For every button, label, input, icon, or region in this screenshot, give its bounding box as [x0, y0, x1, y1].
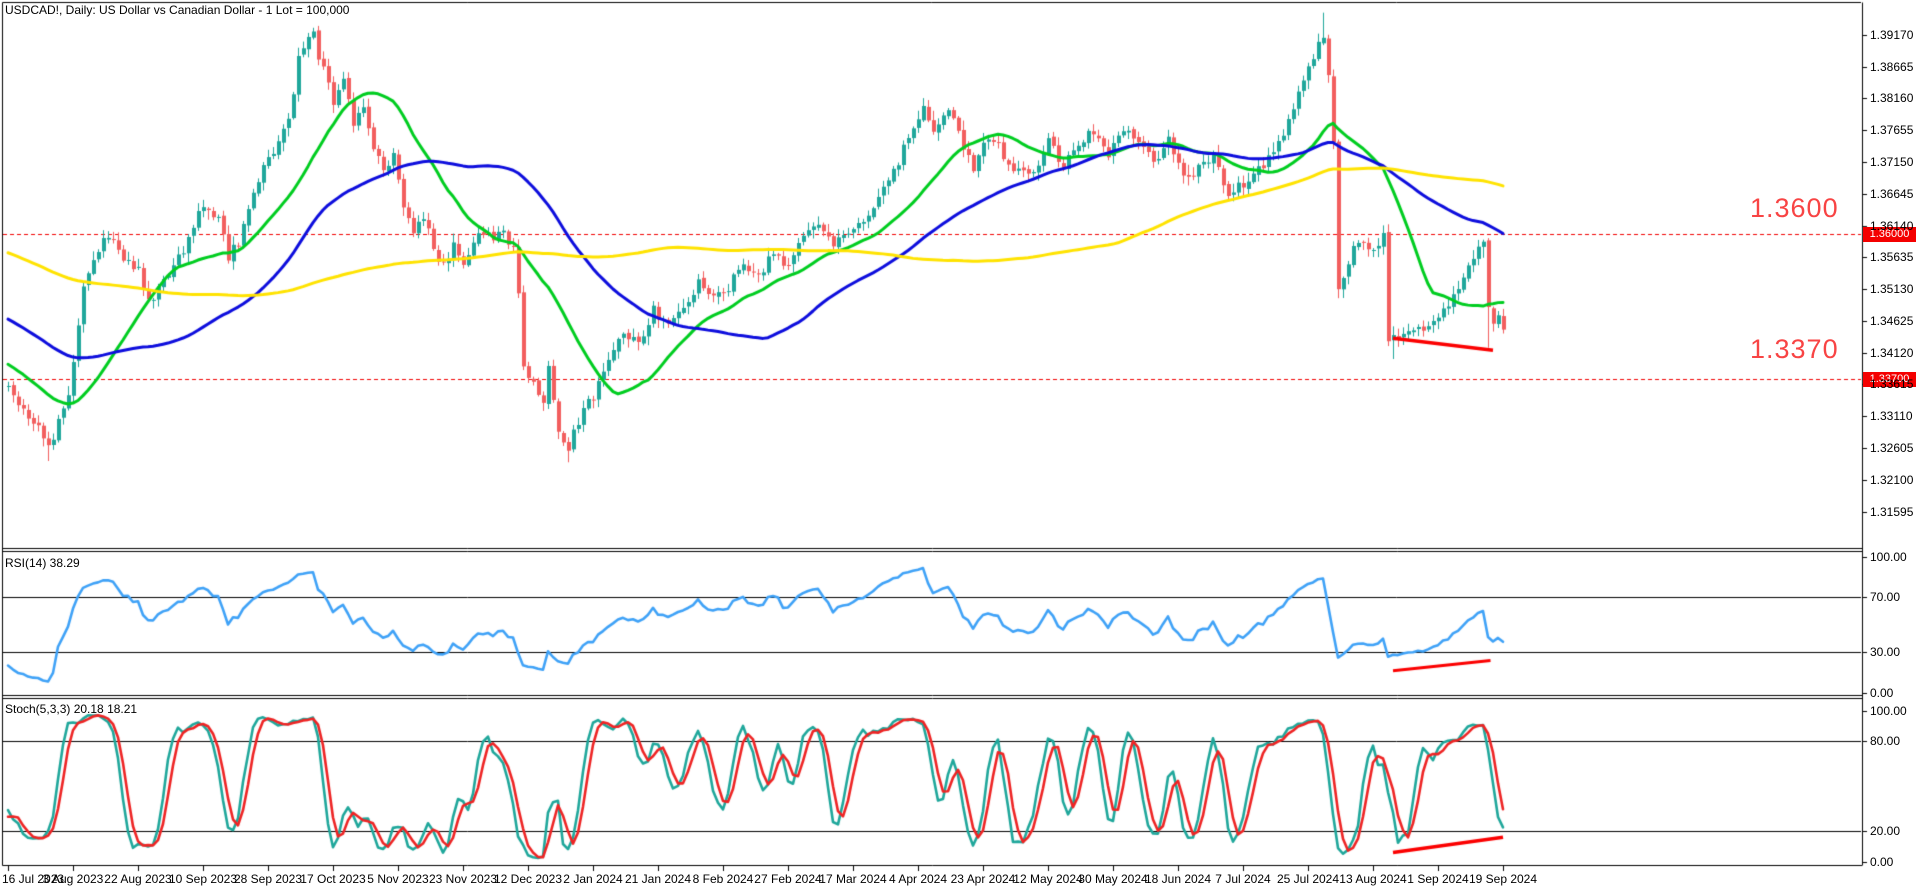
stoch-tick-label: 80.00	[1870, 733, 1901, 748]
time-tick-label: 25 Jul 2024	[1276, 872, 1340, 886]
time-tick-label: 5 Nov 2023	[367, 872, 429, 886]
time-tick-label: 28 Sep 2023	[233, 872, 303, 886]
time-tick-label: 3 Aug 2023	[42, 872, 104, 886]
stoch-tick-label: 100.00	[1870, 703, 1907, 718]
price-badge-resistance: 1.36000	[1863, 226, 1916, 242]
time-tick-label: 22 Aug 2023	[104, 872, 172, 886]
time-tick-label: 30 May 2024	[1078, 872, 1148, 886]
price-tick-label: 1.39170	[1870, 27, 1914, 42]
price-tick-label: 1.32100	[1870, 472, 1914, 487]
time-tick-label: 18 Jun 2024	[1144, 872, 1212, 886]
price-tick-label: 1.35130	[1870, 282, 1914, 297]
rsi-tick-label: 0.00	[1870, 685, 1894, 700]
price-tick-label: 1.38160	[1870, 91, 1914, 106]
price-tick-label: 1.36645	[1870, 186, 1914, 201]
price-tick-label: 1.36140	[1870, 218, 1914, 233]
price-tick-label: 1.34625	[1870, 313, 1914, 328]
time-tick-label: 16 Jul 2023	[2, 872, 65, 886]
time-tick-label: 7 Jul 2024	[1215, 872, 1271, 886]
price-tick-label: 1.37655	[1870, 123, 1914, 138]
time-tick-label: 23 Apr 2024	[950, 872, 1016, 886]
time-tick-label: 4 Apr 2024	[888, 872, 948, 886]
time-tick-label: 19 Sep 2024	[1468, 872, 1538, 886]
price-tick-label: 1.31595	[1870, 504, 1914, 519]
price-badge-support: 1.33700	[1863, 371, 1916, 387]
time-tick-label: 17 Mar 2024	[819, 872, 887, 886]
rsi-tick-label: 70.00	[1870, 590, 1901, 605]
time-tick-label: 13 Aug 2024	[1339, 872, 1407, 886]
price-tick-label: 1.34120	[1870, 345, 1914, 360]
stoch-indicator-label: Stoch(5,3,3) 20.18 18.21	[5, 702, 138, 716]
time-tick-label: 8 Feb 2024	[692, 872, 754, 886]
support-level-text[interactable]: 1.3370	[1750, 334, 1839, 365]
time-tick-label: 12 Dec 2023	[493, 872, 563, 886]
time-tick-label: 23 Nov 2023	[428, 872, 498, 886]
chart-title: USDCAD!, Daily: US Dollar vs Canadian Do…	[5, 3, 350, 17]
stoch-tick-label: 0.00	[1870, 854, 1894, 869]
price-tick-label: 1.33110	[1870, 409, 1913, 424]
rsi-indicator-label: RSI(14) 38.29	[5, 556, 80, 570]
time-tick-label: 2 Jan 2024	[563, 872, 623, 886]
rsi-tick-label: 30.00	[1870, 644, 1901, 659]
time-tick-label: 17 Oct 2023	[300, 872, 366, 886]
time-tick-label: 27 Feb 2024	[754, 872, 822, 886]
price-tick-label: 1.37150	[1870, 154, 1914, 169]
price-tick-label: 1.38665	[1870, 59, 1914, 74]
price-tick-label: 1.35635	[1870, 250, 1914, 265]
rsi-tick-label: 100.00	[1870, 549, 1907, 564]
time-tick-label: 10 Sep 2023	[168, 872, 238, 886]
time-tick-label: 21 Jan 2024	[624, 872, 692, 886]
price-tick-label: 1.33615	[1870, 377, 1914, 392]
time-tick-label: 12 May 2024	[1013, 872, 1083, 886]
resistance-level-text[interactable]: 1.3600	[1750, 193, 1839, 224]
price-tick-label: 1.32605	[1870, 441, 1914, 456]
stoch-tick-label: 20.00	[1870, 824, 1901, 839]
time-tick-label: 1 Sep 2024	[1407, 872, 1469, 886]
